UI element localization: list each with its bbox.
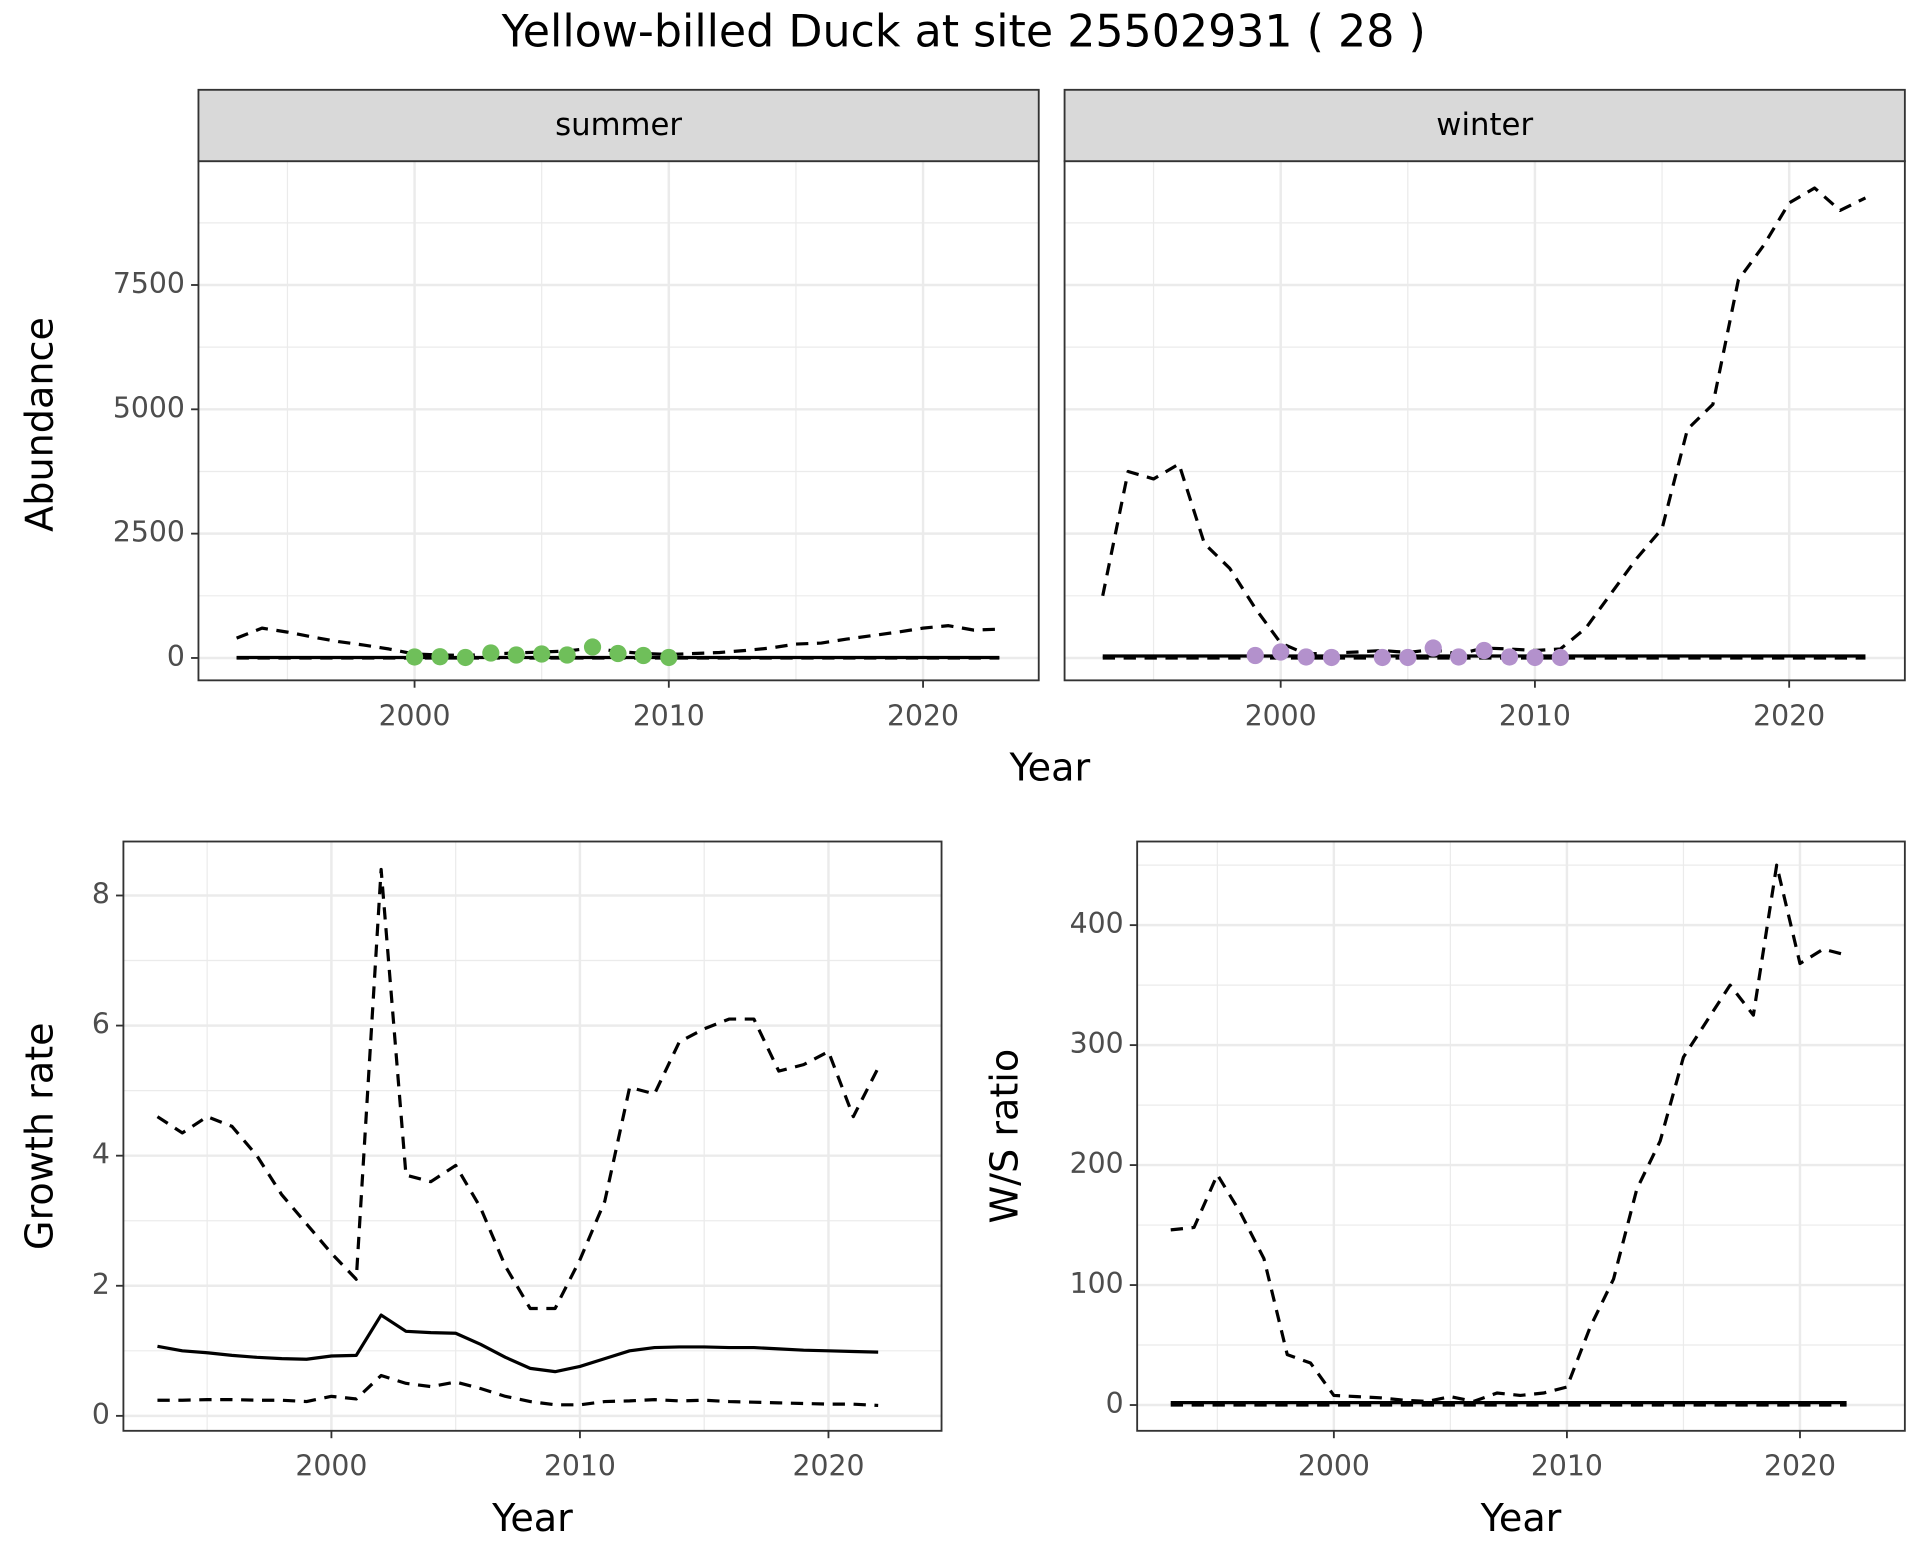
data-point — [583, 638, 602, 656]
y-axis-title: Growth rate — [18, 1022, 62, 1250]
plot-background — [1137, 841, 1905, 1431]
x-tick-label: 2000 — [1245, 699, 1317, 732]
data-point — [1246, 646, 1264, 665]
x-tick-label: 2020 — [887, 699, 959, 732]
x-axis-title: Year — [491, 1496, 573, 1540]
plot-background — [198, 161, 1039, 681]
y-tick-label: 4 — [92, 1138, 110, 1171]
data-point — [558, 646, 576, 664]
x-axis-title: Year — [1008, 746, 1090, 790]
y-axis-title: Abundance — [18, 317, 62, 532]
series-line — [157, 1373, 879, 1408]
x-tick-label: 2010 — [544, 1450, 616, 1483]
y-tick-label: 200 — [1070, 1147, 1124, 1180]
data-point — [1373, 648, 1391, 667]
x-tick-label: 2020 — [1764, 1450, 1836, 1483]
x-tick-label: 2000 — [295, 1450, 367, 1483]
data-point — [1475, 641, 1493, 660]
data-point — [1399, 648, 1417, 667]
x-tick-label: 2000 — [1298, 1450, 1370, 1483]
facet-strip — [197, 88, 1040, 163]
data-point — [1450, 648, 1468, 666]
plot-background — [123, 841, 942, 1431]
y-tick-label: 400 — [1070, 907, 1124, 940]
data-point — [533, 645, 551, 663]
plot-border — [1136, 840, 1906, 1432]
series-line — [157, 1313, 879, 1374]
x-tick-label: 2020 — [792, 1450, 864, 1483]
y-tick-label: 7500 — [113, 267, 185, 300]
y-tick-label: 0 — [92, 1398, 110, 1431]
y-axis-title: W/S ratio — [982, 1049, 1026, 1224]
y-tick-label: 5000 — [113, 391, 185, 424]
data-point — [1272, 643, 1290, 661]
x-tick-label: 2000 — [379, 699, 451, 732]
series-line — [1170, 863, 1847, 1404]
y-tick-label: 0 — [1106, 1387, 1124, 1420]
series-line — [156, 867, 880, 1311]
facet-label: summer — [555, 107, 682, 143]
figure-title: Yellow-billed Duck at site 25502931 ( 28… — [501, 6, 1426, 57]
data-point — [634, 646, 652, 665]
data-point — [405, 648, 424, 666]
data-point — [1500, 648, 1519, 666]
data-point — [1526, 648, 1544, 667]
y-tick-label: 0 — [167, 640, 185, 673]
data-point — [660, 648, 678, 667]
x-tick-label: 2010 — [633, 699, 705, 732]
y-tick-label: 8 — [92, 878, 110, 911]
data-point — [456, 648, 475, 667]
plot-border — [122, 840, 943, 1432]
series-line — [1101, 186, 1867, 656]
data-point — [507, 646, 525, 664]
data-point — [1322, 648, 1341, 667]
data-point — [431, 648, 449, 666]
facet-strip — [1063, 88, 1906, 163]
y-tick-label: 300 — [1070, 1027, 1124, 1060]
data-point — [609, 644, 627, 663]
x-tick-label: 2010 — [1531, 1450, 1603, 1483]
plot-background — [1064, 161, 1905, 681]
facet-label: winter — [1436, 107, 1533, 143]
y-tick-label: 2500 — [113, 516, 185, 549]
data-point — [1297, 648, 1315, 666]
data-point — [482, 644, 500, 662]
data-point — [1424, 639, 1442, 657]
x-tick-label: 2020 — [1753, 699, 1825, 732]
data-point — [1551, 648, 1569, 667]
y-tick-label: 2 — [92, 1268, 110, 1301]
x-axis-title: Year — [1480, 1496, 1562, 1540]
x-tick-label: 2010 — [1499, 699, 1571, 732]
y-tick-label: 100 — [1070, 1267, 1124, 1300]
y-tick-label: 6 — [92, 1008, 110, 1041]
